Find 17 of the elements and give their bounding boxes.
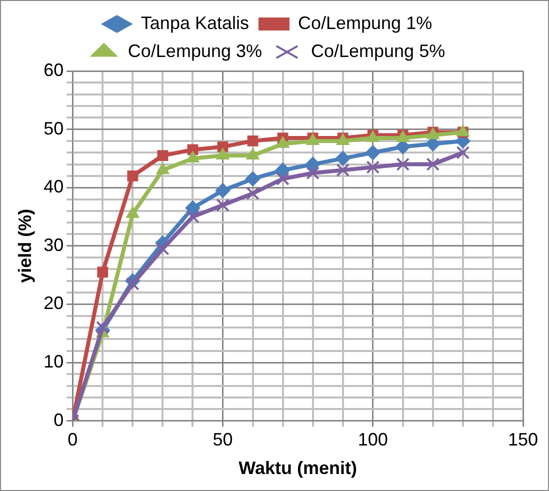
- y-tick-label: 20: [44, 293, 64, 314]
- x-tick-label: 0: [68, 430, 78, 450]
- legend-label: Co/Lempung 3%: [128, 40, 262, 61]
- y-tick-label: 30: [44, 234, 64, 255]
- legend-label: Co/Lempung 5%: [311, 40, 446, 61]
- y-tick-label: 10: [44, 351, 64, 372]
- legend-label: Co/Lempung 1%: [298, 12, 432, 33]
- x-tick-label: 150: [508, 430, 538, 450]
- x-tick-label: 50: [212, 430, 233, 450]
- y-tick-label: 0: [54, 410, 64, 430]
- y-tick-label: 40: [44, 176, 64, 197]
- x-tick-label: 100: [358, 430, 388, 450]
- x-axis-title: Waktu (menit): [238, 458, 357, 478]
- y-tick-label: 60: [44, 60, 64, 80]
- y-axis-title: yield (%): [14, 208, 35, 283]
- legend-label: Tanpa Katalis: [140, 12, 249, 33]
- y-tick-label: 50: [44, 118, 64, 138]
